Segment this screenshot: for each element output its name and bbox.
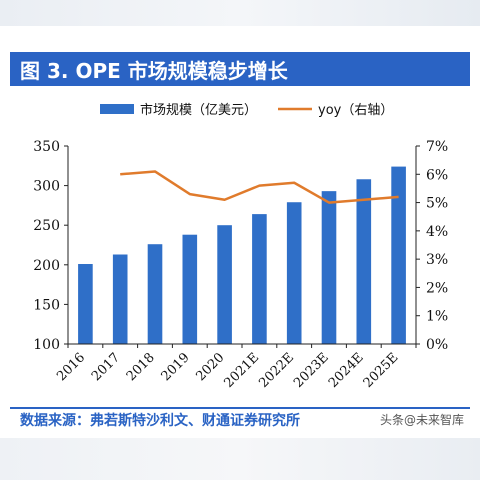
left-tick-label: 100: [33, 337, 60, 353]
right-tick-label: 2%: [426, 280, 448, 296]
bottom-background-strip: [0, 438, 480, 480]
x-tick-label: 2022E: [256, 350, 297, 391]
x-tick-label: 2016: [54, 350, 88, 384]
right-tick-label: 1%: [426, 309, 448, 325]
right-tick-label: 5%: [426, 196, 448, 212]
right-tick-label: 0%: [426, 337, 448, 353]
left-tick-label: 150: [33, 297, 60, 313]
left-tick-label: 200: [33, 258, 60, 274]
bar: [321, 191, 337, 344]
legend-line-label: yoy（右轴）: [318, 103, 393, 118]
combo-chart: 市场规模（亿美元） yoy（右轴） 100 150 200 250 300 350 0% 1%…: [33, 102, 448, 391]
chart-legend: 市场规模（亿美元） yoy（右轴）: [100, 102, 393, 118]
x-tick-label: 2018: [124, 350, 158, 384]
bar: [217, 225, 232, 344]
chart-container: 市场规模（亿美元） yoy（右轴） 100 150 200 250 300 350 0% 1%…: [10, 96, 470, 396]
source-note: 数据来源：弗若斯特沙利文、财通证券研究所: [20, 413, 300, 429]
right-tick-label: 3%: [426, 252, 448, 268]
left-tick-label: 250: [33, 218, 60, 234]
x-tick-label: 2019: [159, 350, 193, 384]
right-tick-label: 4%: [426, 224, 448, 240]
x-tick-label: 2017: [89, 350, 123, 384]
bar: [286, 202, 302, 344]
bar: [147, 244, 163, 344]
legend-bar-label: 市场规模（亿美元）: [140, 102, 257, 118]
x-tick-label: 2021E: [222, 350, 263, 391]
figure-title-bar: 图 3. OPE 市场规模稳步增长: [10, 52, 470, 86]
yoy-line: [120, 170, 399, 204]
legend-bar-swatch: [100, 104, 134, 114]
right-y-axis: 0% 1% 2% 3% 4% 5% 6% 7%: [415, 139, 448, 353]
left-tick-label: 300: [33, 179, 60, 195]
bar: [78, 264, 93, 344]
left-y-axis: 100 150 200 250 300 350: [33, 139, 69, 353]
source-divider: [10, 407, 470, 409]
bar: [356, 179, 372, 344]
bar: [391, 166, 406, 344]
figure-title: 图 3. OPE 市场规模稳步增长: [20, 58, 288, 83]
bar: [112, 254, 128, 344]
x-tick-label: 2025E: [361, 350, 402, 391]
left-tick-label: 350: [33, 139, 60, 155]
x-axis: 2016 2017 2018 2019 20202021E2022E2023E2024E…: [54, 343, 417, 391]
bar-series: [78, 166, 406, 344]
right-tick-label: 6%: [426, 167, 448, 183]
yoy-line-series: [120, 170, 399, 204]
bar: [252, 214, 267, 344]
right-tick-label: 7%: [426, 139, 448, 155]
bar: [182, 234, 198, 344]
watermark: 头条@未来智库: [379, 413, 464, 427]
top-background-strip: [0, 0, 480, 26]
x-tick-label: 2023E: [291, 350, 332, 391]
x-tick-label: 2024E: [326, 350, 367, 391]
